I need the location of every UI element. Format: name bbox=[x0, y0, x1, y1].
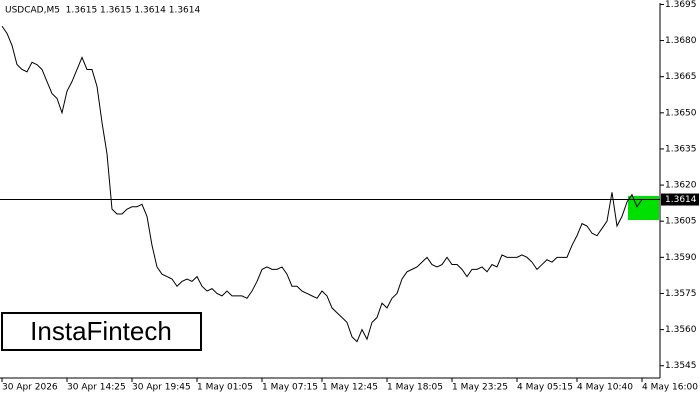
chart-title: USDCAD,M5 1.3615 1.3615 1.3614 1.3614 bbox=[5, 6, 200, 16]
current-price-box bbox=[661, 193, 699, 206]
y-tick-label: 1.3650 bbox=[665, 108, 697, 118]
x-tick-label: 4 May 10:40 bbox=[577, 383, 633, 393]
y-tick-label: 1.3635 bbox=[665, 144, 697, 154]
y-tick-label: 1.3665 bbox=[665, 72, 697, 82]
x-tick-label: 1 May 23:25 bbox=[452, 383, 508, 393]
y-tick-label: 1.3695 bbox=[665, 0, 697, 10]
y-tick-label: 1.3560 bbox=[665, 325, 697, 335]
x-tick-label: 4 May 16:00 bbox=[642, 383, 698, 393]
y-tick-label: 1.3605 bbox=[665, 217, 697, 227]
logo-box bbox=[1, 312, 202, 351]
x-tick-label: 30 Apr 19:45 bbox=[132, 383, 191, 393]
y-tick-label: 1.3590 bbox=[665, 253, 697, 263]
current-price-label: 1.3614 bbox=[665, 195, 697, 205]
x-tick-label: 1 May 18:05 bbox=[387, 383, 443, 393]
y-tick-label: 1.3545 bbox=[665, 361, 697, 371]
x-tick-label: 1 May 01:05 bbox=[197, 383, 253, 393]
y-tick-label: 1.3620 bbox=[665, 181, 697, 191]
x-tick-label: 1 May 07:15 bbox=[262, 383, 318, 393]
x-tick-label: 1 May 12:45 bbox=[322, 383, 378, 393]
price-line bbox=[1, 25, 652, 343]
x-tick-label: 4 May 05:15 bbox=[517, 383, 573, 393]
x-tick-label: 30 Apr 14:25 bbox=[67, 383, 126, 393]
y-tick-label: 1.3575 bbox=[665, 289, 697, 299]
x-tick-label: 30 Apr 2026 bbox=[2, 383, 58, 393]
y-tick-label: 1.3680 bbox=[665, 36, 697, 46]
logo: InstaFintech bbox=[30, 316, 172, 346]
